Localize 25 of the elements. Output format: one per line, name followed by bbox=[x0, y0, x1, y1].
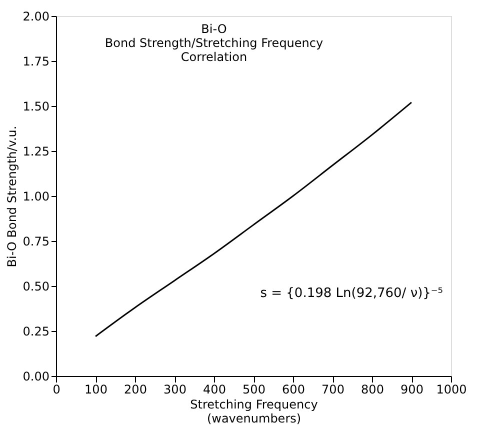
x-tick-label: 0 bbox=[52, 382, 60, 396]
line-series bbox=[94, 102, 412, 338]
x-tick-label: 1000 bbox=[436, 382, 467, 396]
y-tick-label: 1.25 bbox=[22, 144, 50, 158]
y-axis-title: Bi-O Bond Strength/v.u. bbox=[4, 126, 19, 268]
y-tick-label: 1.00 bbox=[22, 190, 50, 204]
x-tick-label: 400 bbox=[203, 382, 226, 396]
x-tick-label: 700 bbox=[322, 382, 344, 396]
y-tick-label: 1.50 bbox=[22, 100, 50, 114]
x-tick-label: 600 bbox=[282, 382, 305, 396]
x-tick-label: 900 bbox=[400, 382, 424, 396]
x-tick-label: 300 bbox=[164, 382, 186, 396]
annotation: s = {0.198 Ln(92,760/ ν)}⁻⁵ bbox=[260, 286, 443, 302]
y-tick-label: 0.50 bbox=[22, 280, 50, 294]
y-tick-label: 0.25 bbox=[22, 324, 50, 338]
x-axis-title: Stretching Frequency (wavenumbers) bbox=[190, 398, 318, 426]
text: Bi-O Bond Strength/Stretching Frequency Correlation bbox=[104, 22, 324, 64]
x-tick-label: 500 bbox=[242, 382, 266, 396]
x-tick-label: 200 bbox=[124, 382, 147, 396]
y-tick-label: 0.75 bbox=[22, 234, 50, 248]
x-tick-label: 800 bbox=[361, 382, 384, 396]
x-tick-label: 100 bbox=[84, 382, 108, 396]
y-tick-label: 0.00 bbox=[22, 370, 50, 384]
y-tick-label: 1.75 bbox=[22, 54, 50, 68]
y-tick-label: 2.00 bbox=[22, 10, 50, 24]
